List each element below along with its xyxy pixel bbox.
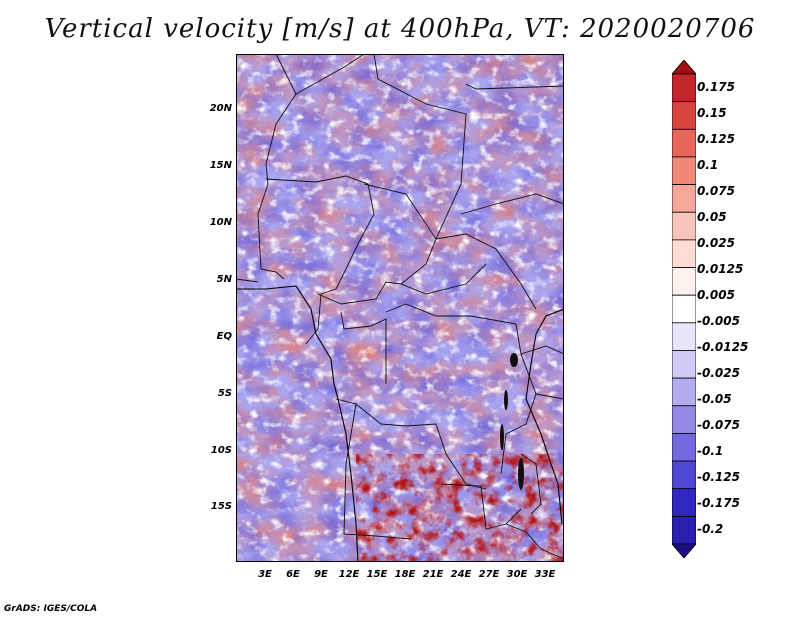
lon-label: 27E xyxy=(478,569,500,580)
colorbar-label: -0.0125 xyxy=(697,340,749,354)
colorbar-swatch xyxy=(671,156,697,185)
colorbar-label: -0.125 xyxy=(697,470,740,484)
lat-label: 10S xyxy=(210,445,232,456)
lat-label: EQ xyxy=(216,331,232,342)
colorbar-label: -0.175 xyxy=(697,496,740,510)
lat-label: 5S xyxy=(217,388,232,399)
coastline xyxy=(236,285,564,562)
colorbar-swatch xyxy=(671,211,697,241)
colorbar-label: -0.025 xyxy=(697,366,740,380)
colorbar-swatch xyxy=(671,405,697,434)
colorbar-swatch xyxy=(671,322,697,351)
lon-label: 30E xyxy=(506,569,528,580)
lon-label: 6E xyxy=(286,569,300,580)
colorbar-swatch xyxy=(671,267,697,296)
colorbar-swatch xyxy=(671,543,697,559)
colorbar-label: 0.025 xyxy=(697,236,735,250)
colorbar-swatches xyxy=(671,59,697,559)
colorbar-label: -0.05 xyxy=(697,392,732,406)
vertical-velocity-field xyxy=(236,54,564,562)
colorbar-swatch xyxy=(671,184,697,213)
colorbar-label: 0.075 xyxy=(697,184,735,198)
colorbar-swatch xyxy=(671,59,697,75)
colorbar-label: 0.005 xyxy=(697,288,735,302)
lakes xyxy=(500,353,524,490)
colorbar-label: -0.075 xyxy=(697,418,740,432)
colorbar-label: 0.175 xyxy=(697,80,735,94)
country-borders xyxy=(236,54,564,560)
colorbar-swatch xyxy=(671,460,697,490)
colorbar xyxy=(671,59,697,559)
colorbar-label: -0.2 xyxy=(697,522,724,536)
colorbar-swatch xyxy=(671,128,697,158)
lon-label: 21E xyxy=(422,569,444,580)
lon-label: 3E xyxy=(258,569,272,580)
colorbar-swatch xyxy=(671,515,697,545)
lat-label: 5N xyxy=(216,274,232,285)
colorbar-label: -0.005 xyxy=(697,314,740,328)
colorbar-label: -0.1 xyxy=(697,444,724,458)
map-title: Vertical velocity [m/s] at 400hPa, VT: 2… xyxy=(44,14,756,44)
lat-label: 10N xyxy=(209,217,232,228)
lon-label: 18E xyxy=(394,569,416,580)
lon-label: 33E xyxy=(534,569,556,580)
colorbar-swatch xyxy=(671,350,697,379)
colorbar-label: 0.0125 xyxy=(697,262,744,276)
lon-label: 24E xyxy=(450,569,472,580)
lon-label: 15E xyxy=(366,569,388,580)
map-panel xyxy=(236,54,564,562)
lat-label: 15S xyxy=(210,501,232,512)
colorbar-swatch xyxy=(671,377,697,407)
colorbar-swatch xyxy=(671,239,697,268)
lat-label: 15N xyxy=(209,160,232,171)
colorbar-swatch xyxy=(671,433,697,462)
colorbar-swatch xyxy=(671,294,697,324)
colorbar-swatch xyxy=(671,73,697,103)
colorbar-label: 0.125 xyxy=(697,132,735,146)
lon-label: 9E xyxy=(314,569,328,580)
credit-text: GrADS: IGES/COLA xyxy=(4,604,98,614)
colorbar-swatch xyxy=(671,488,697,517)
colorbar-label: 0.05 xyxy=(697,210,727,224)
colorbar-label: 0.1 xyxy=(697,158,719,172)
lon-label: 12E xyxy=(338,569,360,580)
colorbar-label: 0.15 xyxy=(697,106,727,120)
lat-label: 20N xyxy=(209,103,232,114)
colorbar-swatch xyxy=(671,101,697,130)
